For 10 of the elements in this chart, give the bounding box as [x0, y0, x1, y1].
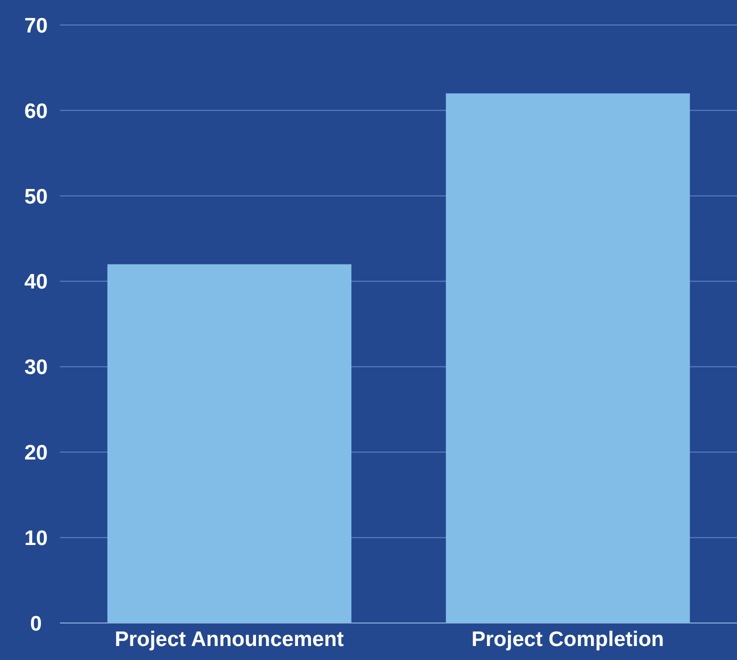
y-tick-label: 30: [24, 356, 48, 380]
x-tick-label: Project Completion: [471, 628, 664, 651]
y-tick-label: 40: [24, 270, 48, 294]
y-tick-label: 50: [24, 185, 48, 208]
y-tick-label: 70: [24, 14, 48, 38]
x-tick-label: Project Announcement: [114, 628, 344, 651]
y-tick-label: 10: [24, 527, 48, 550]
y-tick-label: 0: [30, 612, 42, 636]
y-tick-label: 20: [24, 442, 48, 465]
y-tick-label: 60: [24, 100, 48, 123]
